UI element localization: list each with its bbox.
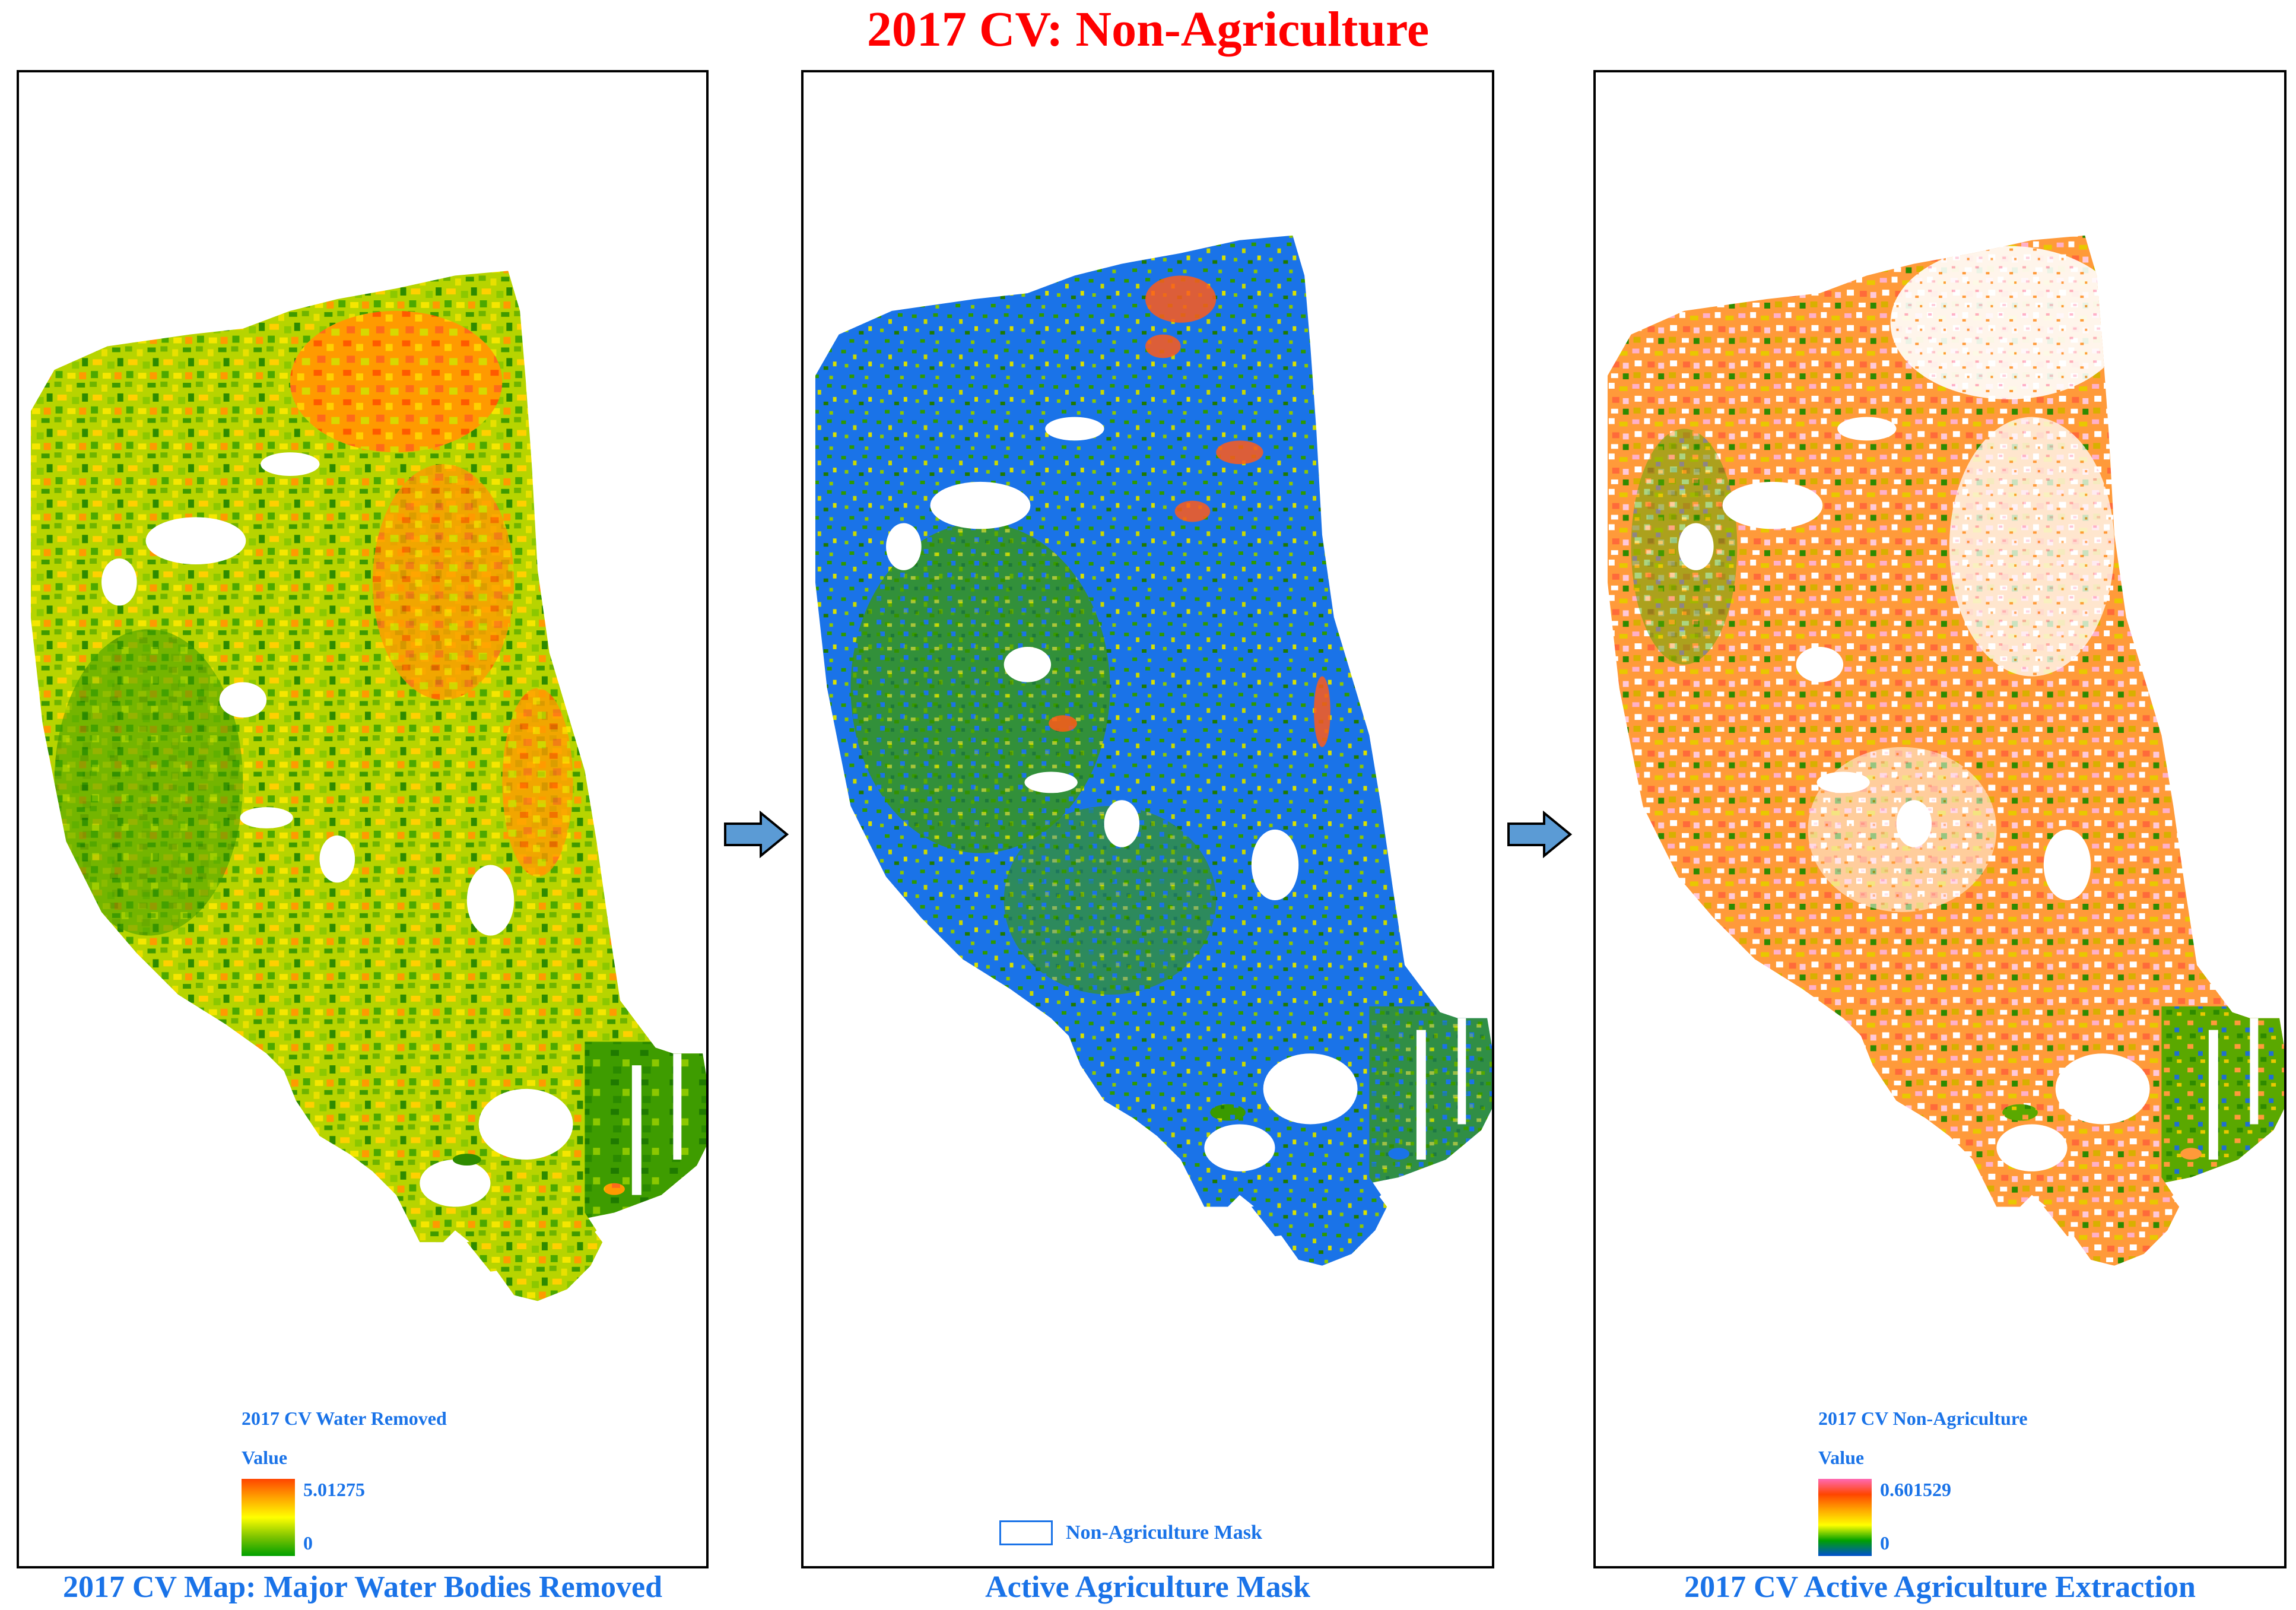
legend-value-label: Value [1818,1447,1865,1468]
active-agriculture-mask-map [815,235,1492,1266]
legend-max-value: 5.01275 [303,1479,365,1500]
map-panel-agriculture-mask: Non-Agriculture Mask [801,70,1494,1568]
mask-swatch [999,1520,1053,1545]
color-ramp [1818,1479,1872,1556]
legend-water-removed: 2017 CV Water Removed Value 5.01275 0 [242,1408,479,1562]
mask-label: Non-Agriculture Mask [1066,1522,1262,1544]
caption-agriculture-mask: Active Agriculture Mask [985,1570,1310,1604]
map-panel-agriculture-extraction: 2017 CV Non-Agriculture Value 0.601529 0 [1593,70,2287,1568]
right-arrow-icon [1507,811,1573,858]
map-panel-water-removed: 2017 CV Water Removed Value 5.01275 0 [17,70,709,1568]
caption-agriculture-extraction: 2017 CV Active Agriculture Extraction [1684,1570,2196,1604]
active-agriculture-extraction-map [1607,235,2284,1266]
legend-min-value: 0 [1880,1532,1889,1554]
page-title: 2017 CV: Non-Agriculture [866,2,1430,57]
legend-title: 2017 CV Water Removed [242,1408,447,1429]
caption-water-removed: 2017 CV Map: Major Water Bodies Removed [62,1570,663,1604]
legend-non-agriculture-mask: Non-Agriculture Mask [999,1520,1355,1548]
legend-non-agriculture: 2017 CV Non-Agriculture Value 0.601529 0 [1818,1408,2068,1562]
legend-title: 2017 CV Non-Agriculture [1818,1408,2028,1429]
legend-min-value: 0 [303,1532,313,1554]
cv-water-removed-map [30,271,706,1301]
color-ramp [242,1479,295,1556]
right-arrow-icon [724,811,789,858]
legend-max-value: 0.601529 [1880,1479,1951,1500]
legend-value-label: Value [242,1447,288,1468]
